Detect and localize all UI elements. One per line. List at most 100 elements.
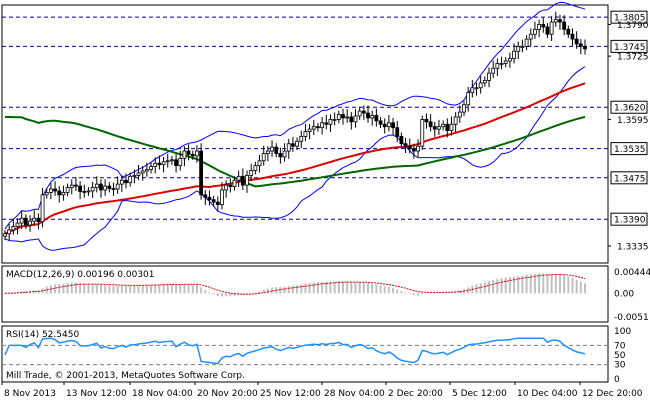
macd-bar-75 [316,282,319,294]
macd-bar-27 [116,285,119,294]
macd-bar-71 [300,284,303,294]
candle-body-6 [28,220,32,226]
candle-body-86 [361,110,366,114]
candle-body-119 [499,63,504,65]
macd-bar-130 [546,273,549,294]
candle-body-97 [407,145,412,150]
candle-body-72 [303,131,308,137]
candle-body-74 [311,126,316,130]
macd-bar-19 [83,283,86,294]
macd-bar-18 [79,283,82,294]
macd-bar-38 [162,284,165,294]
candle-body-18 [78,185,83,192]
macd-bar-119 [500,278,503,294]
macd-bar-124 [521,275,524,294]
rsi-label-3: 30 [614,361,626,371]
candle-body-76 [320,122,325,129]
candle-body-82 [345,116,350,119]
macd-bar-106 [446,292,449,294]
candle-body-122 [512,50,516,59]
macd-bar-120 [504,277,507,294]
macd-bar-137 [575,279,578,294]
copyright-text: Mill Trade, © 2001-2013, MetaQuotes Soft… [6,371,245,381]
macd-bar-69 [291,285,294,294]
candle-body-63 [265,150,270,154]
candle-body-40 [170,159,174,162]
candle-body-23 [99,183,103,191]
macd-bar-103 [433,292,436,294]
candle-body-89 [374,115,379,122]
macd-signal-line [5,273,586,295]
macd-bar-109 [458,290,461,294]
macd-bar-97 [408,293,411,294]
macd-bar-63 [266,288,269,294]
candle-body-132 [553,19,558,23]
candle-body-61 [257,160,262,167]
rsi-label-2: 50 [614,351,626,361]
macd-bar-12 [54,284,57,294]
macd-bar-95 [400,291,403,294]
macd-bar-99 [417,293,420,296]
macd-bar-128 [538,273,541,294]
candle-body-104 [437,126,441,130]
rsi-line [4,337,586,365]
price-label-9: 1.3335 [617,242,649,252]
rsi-title: RSI(14) 52.5450 [6,330,79,340]
candle-body-31 [132,174,137,177]
macd-bar-131 [550,273,553,294]
price-label-4: 1.3620 [614,104,646,114]
macd-bar-139 [584,283,586,294]
macd-bar-74 [312,282,315,294]
candle-body-131 [549,21,554,35]
candle-body-85 [357,110,362,117]
macd-title: MACD(12,26,9) 0.00196 0.00301 [6,270,155,280]
candle-body-138 [578,43,583,47]
price-label-6: 1.3535 [614,145,646,155]
candle-body-114 [478,82,483,89]
macd-bar-135 [567,276,570,294]
candle-body-83 [349,116,354,123]
price-label-3: 1.3725 [617,53,649,63]
x-label-2: 18 Nov 04:00 [132,389,193,399]
macd-bar-21 [91,284,94,294]
candle-body-69 [291,143,295,147]
macd-panel-frame [1,265,609,323]
candle-body-112 [470,87,475,94]
candle-body-53 [224,184,229,191]
macd-bar-87 [367,283,370,294]
macd-bar-81 [341,281,344,294]
candle-body-10 [44,192,49,196]
macd-bar-44 [187,284,190,294]
candle-body-110 [462,104,466,113]
x-label-0: 8 Nov 2013 [4,389,56,399]
candle-body-95 [399,136,404,145]
candle-body-62 [261,153,266,162]
candle-body-80 [336,114,341,120]
candle-body-21 [90,187,95,192]
candle-body-50 [211,199,216,203]
candle-body-107 [449,123,454,131]
x-label-3: 20 Nov 20:00 [197,389,258,399]
macd-bar-39 [166,284,169,294]
macd-bar-93 [392,288,395,294]
x-label-6: 2 Dec 20:00 [388,389,443,399]
candle-body-43 [182,150,187,159]
price-label-0: 1.3805 [614,14,646,24]
macd-bar-35 [150,284,153,294]
candle-body-11 [48,188,53,193]
macd-bar-125 [525,275,528,294]
bollinger-upper [4,1,586,230]
macd-bar-41 [175,284,178,294]
macd-bar-132 [554,273,557,294]
candle-body-48 [203,194,208,198]
macd-bar-129 [542,273,545,294]
candle-body-29 [124,179,128,184]
x-label-8: 10 Dec 04:00 [517,389,578,399]
candle-body-37 [157,162,162,166]
candle-body-137 [574,38,579,45]
candle-body-120 [503,60,508,64]
x-label-1: 13 Nov 12:00 [66,389,127,399]
candle-body-91 [382,123,387,128]
candle-body-87 [366,112,370,119]
candle-body-55 [232,179,237,187]
